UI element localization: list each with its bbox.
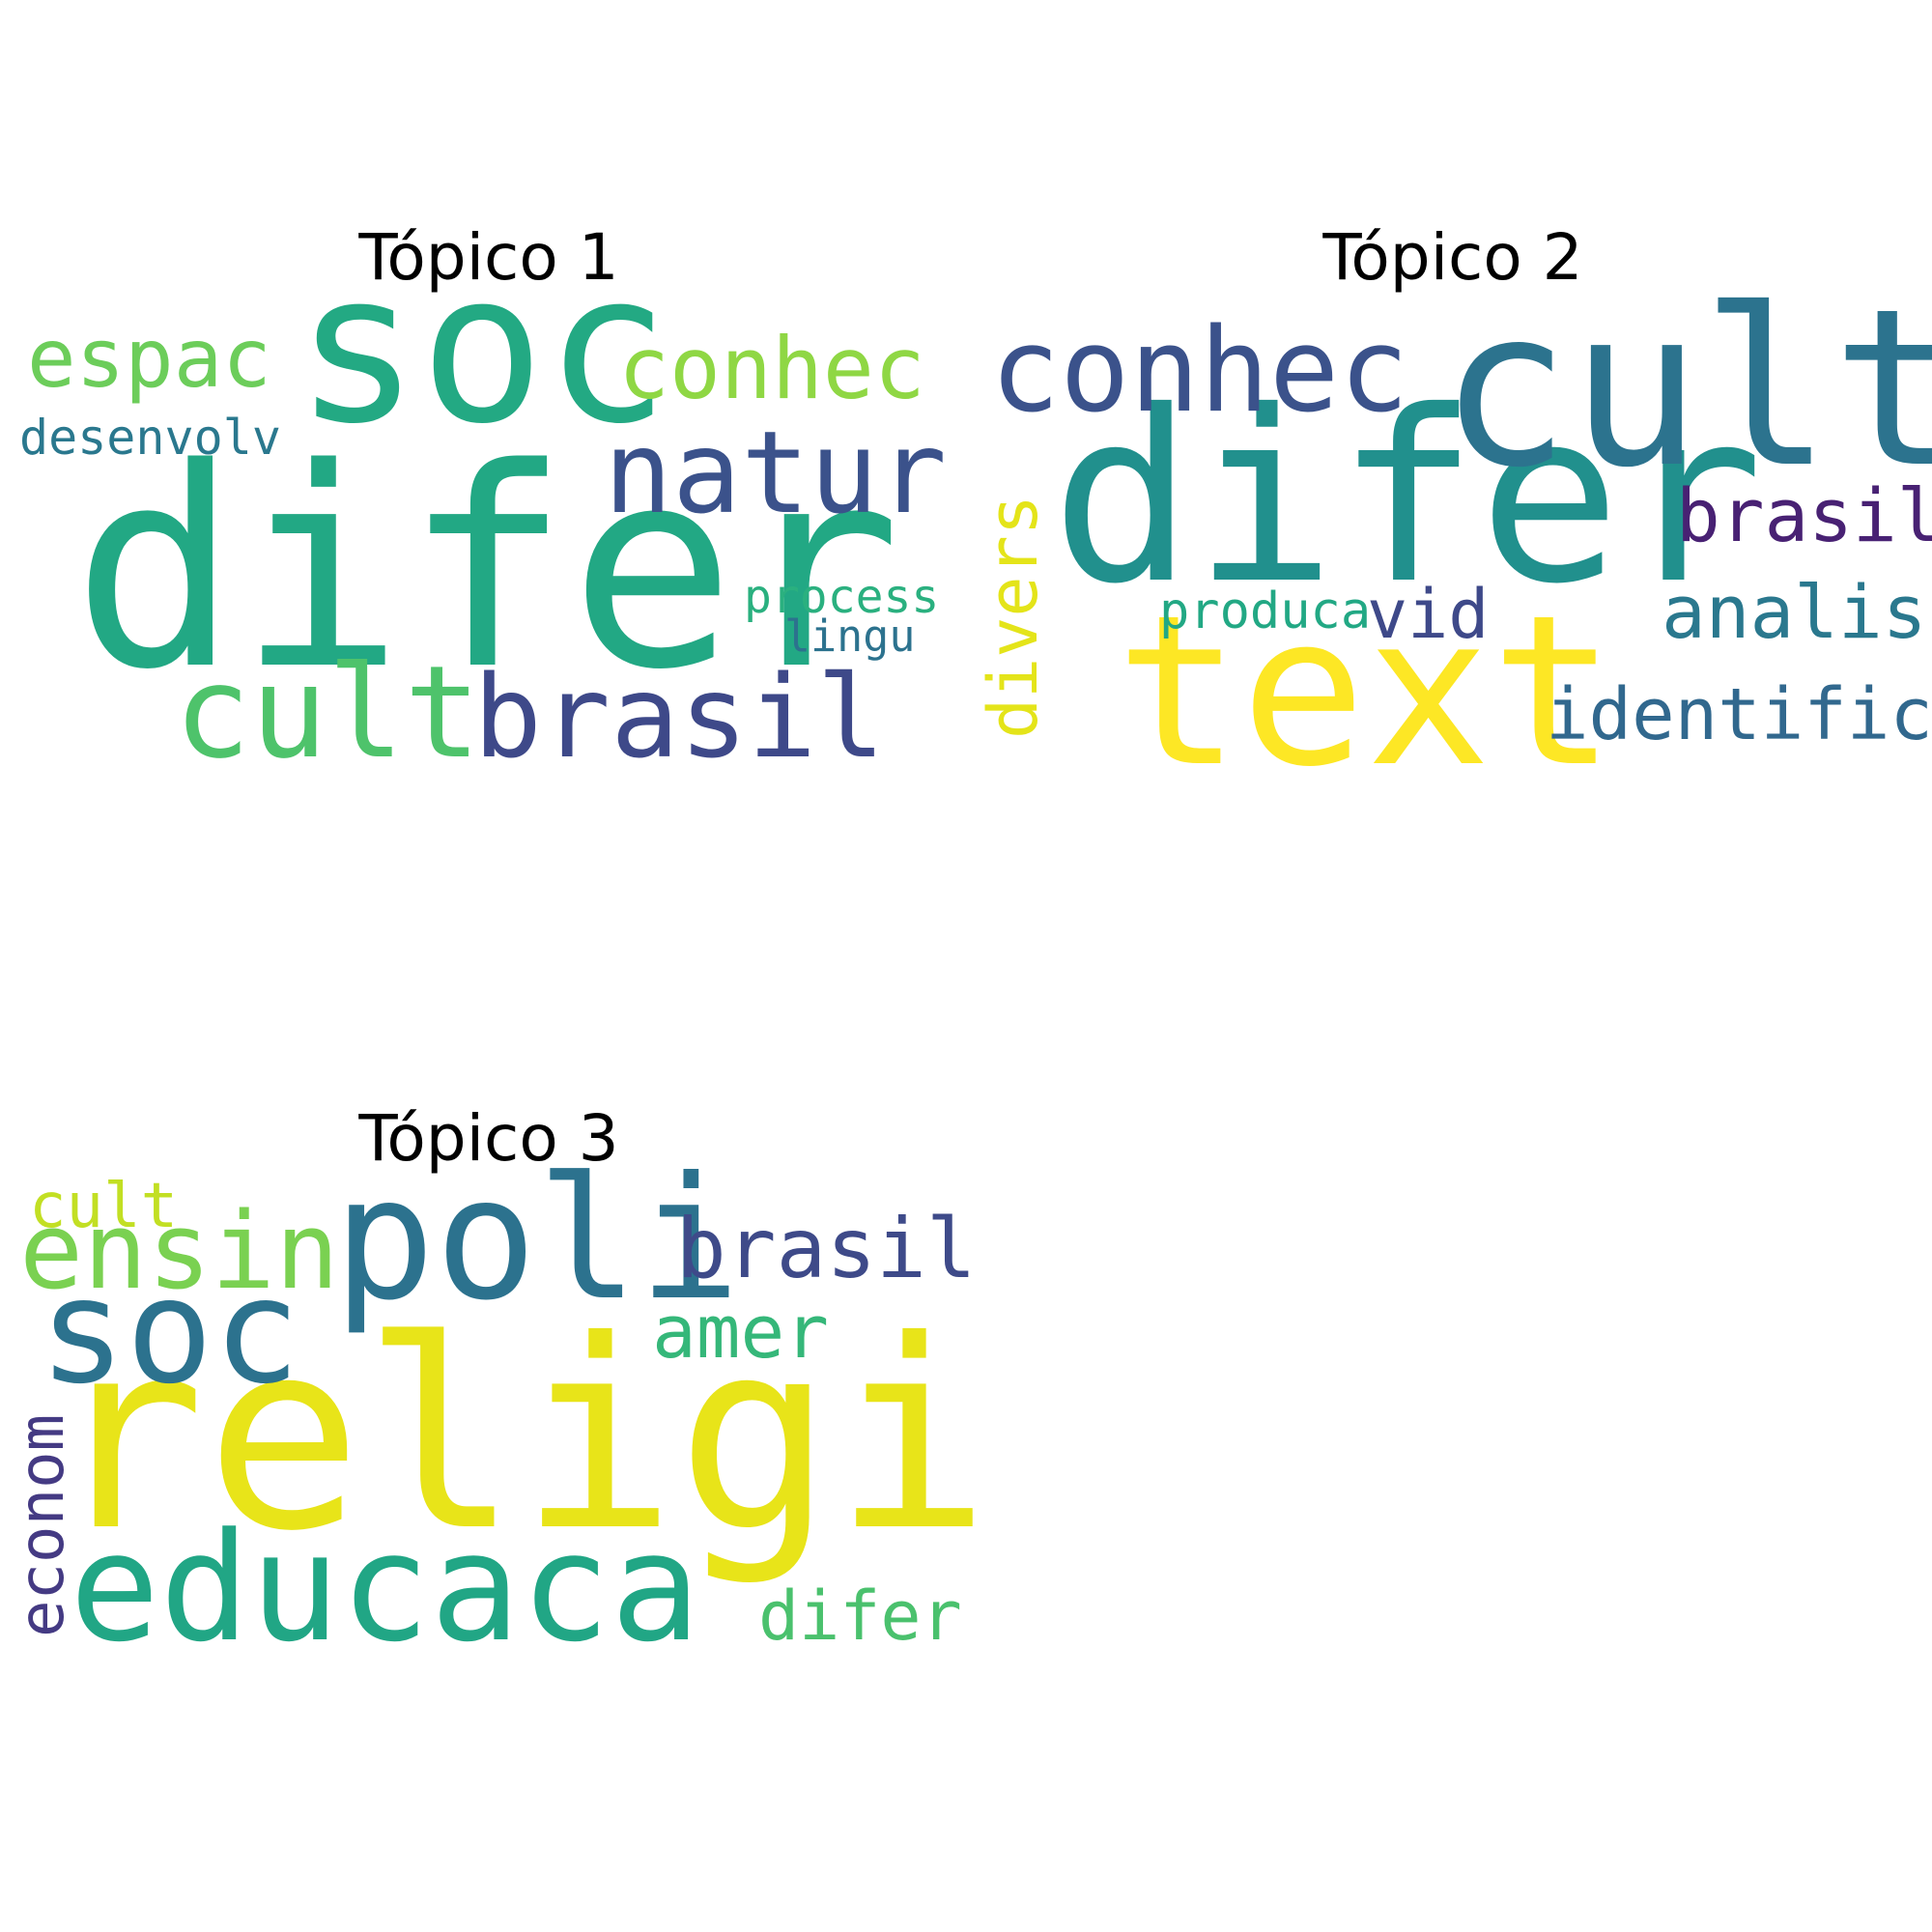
- panel-title-topico-2: Tópico 2: [1322, 220, 1583, 295]
- word-econom: econom: [7, 1414, 78, 1637]
- panel-title-topico-3: Tópico 3: [358, 1101, 619, 1176]
- word-text: text: [1116, 570, 1616, 812]
- word-espac: espac: [27, 311, 271, 406]
- panel-title-topico-1: Tópico 1: [358, 220, 619, 295]
- word-divers: divers: [974, 495, 1053, 739]
- word-religi: religi: [48, 1284, 990, 1588]
- word-difer: difer: [758, 1577, 962, 1656]
- word-conhec: conhec: [990, 304, 1408, 439]
- word-natur: natur: [604, 406, 947, 539]
- word-analis: analis: [1662, 569, 1927, 655]
- word-produca: produca: [1159, 582, 1371, 640]
- word-vid: vid: [1367, 575, 1489, 654]
- word-lingu: lingu: [784, 611, 915, 662]
- word-amer: amer: [652, 1289, 829, 1375]
- word-conhec: conhec: [618, 319, 925, 418]
- word-brasil: brasil: [473, 650, 885, 783]
- word-ensin: ensin: [19, 1189, 339, 1313]
- word-cult: cult: [29, 1171, 178, 1242]
- word-difer: difer: [72, 410, 901, 730]
- word-cult: cult: [174, 639, 481, 787]
- word-cult: cult: [1439, 263, 1932, 516]
- word-poli: poli: [333, 1142, 740, 1338]
- word-soc: soc: [39, 1248, 300, 1416]
- word-soc: soc: [295, 227, 669, 469]
- word-educaca: educaca: [70, 1500, 700, 1675]
- word-brasil: brasil: [676, 1201, 977, 1297]
- word-process: process: [744, 570, 939, 624]
- word-desenvolv: desenvolv: [19, 410, 281, 466]
- word-brasil: brasil: [1676, 472, 1932, 558]
- word-identific: identific: [1546, 673, 1932, 756]
- word-difer: difer: [1051, 360, 1764, 636]
